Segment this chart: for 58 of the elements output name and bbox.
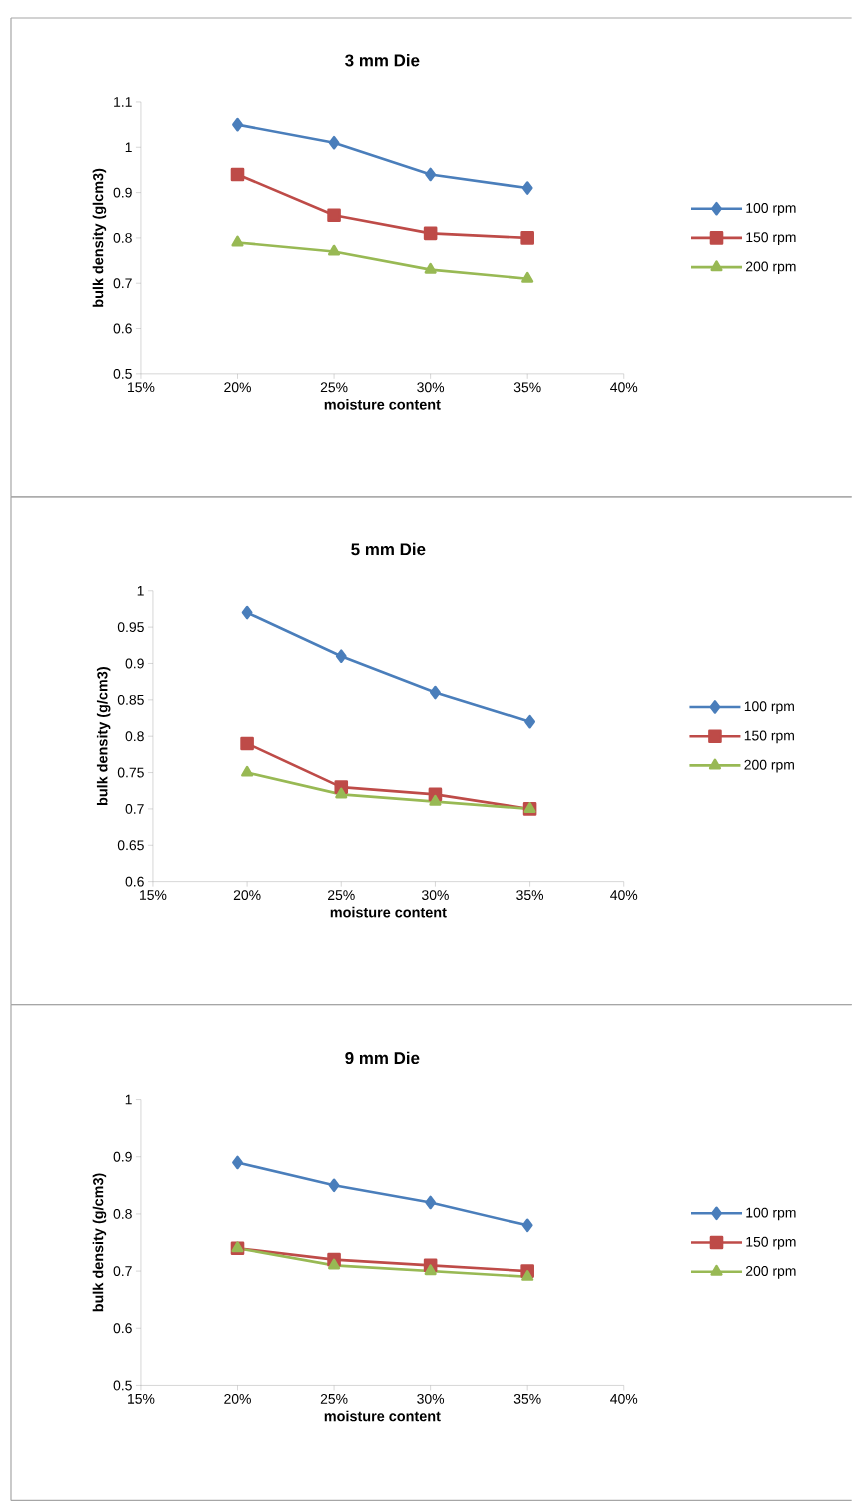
legend-label: 200 rpm	[744, 759, 794, 773]
legend-label: 150 rpm	[746, 1236, 796, 1250]
x-tick-label: 20%	[224, 1393, 251, 1404]
y-tick-label: 0.65	[117, 840, 144, 851]
y-tick-label: 0.5	[113, 1380, 132, 1391]
x-tick-label: 15%	[139, 890, 167, 900]
y-tick-label: 1	[125, 1094, 132, 1105]
x-tick-label: 25%	[320, 1393, 348, 1404]
x-tick-label: 15%	[127, 382, 155, 393]
x-tick-label: 40%	[609, 382, 638, 393]
x-tick-label: 25%	[327, 890, 355, 901]
x-axis-title: moisture content	[330, 906, 447, 918]
x-tick-label: 20%	[224, 382, 251, 393]
legend-label: 200 rpm	[745, 1266, 796, 1279]
x-tick-label: 40%	[609, 1393, 638, 1404]
y-tick-label: 1.1	[113, 97, 132, 107]
x-tick-label: 30%	[417, 382, 444, 393]
y-tick-label: 0.9	[113, 187, 132, 198]
y-tick-label: 0.9	[125, 658, 144, 669]
y-tick-label: 0.8	[125, 731, 144, 742]
legend-label: 150 rpm	[744, 730, 794, 744]
y-axis-title: bulk density (glcm3)	[92, 168, 107, 307]
legend-label: 100 rpm	[744, 701, 794, 714]
y-tick-label: 1	[137, 585, 144, 596]
x-tick-label: 30%	[417, 1393, 444, 1404]
y-tick-label: 0.7	[113, 278, 132, 289]
y-tick-label: 0.6	[113, 323, 132, 334]
x-tick-label: 20%	[233, 890, 261, 901]
y-tick-label: 0.75	[117, 767, 144, 778]
x-tick-label: 15%	[127, 1393, 155, 1404]
x-tick-label: 25%	[320, 382, 348, 393]
x-tick-label: 40%	[609, 890, 638, 901]
y-tick-label: 0.8	[113, 1208, 132, 1219]
x-tick-label: 35%	[513, 382, 541, 393]
y-tick-label: 1	[125, 142, 132, 153]
y-tick-label: 0.85	[117, 694, 144, 705]
y-axis-title: bulk density (g/cm3)	[92, 1173, 107, 1312]
y-axis-title: bulk density (g/cm3)	[96, 667, 111, 806]
y-tick-label: 0.5	[113, 368, 132, 379]
x-tick-label: 30%	[421, 890, 449, 901]
y-tick-label: 0.7	[125, 803, 144, 814]
legend-label: 200 rpm	[745, 261, 796, 275]
y-tick-label: 0.95	[117, 622, 144, 633]
legend-label: 150 rpm	[746, 232, 796, 245]
y-tick-label: 0.8	[113, 232, 132, 243]
x-axis-title: moisture content	[324, 1410, 441, 1422]
x-tick-label: 35%	[516, 890, 543, 901]
chart-title: 5 mm Die	[351, 542, 426, 556]
x-tick-label: 35%	[513, 1393, 541, 1404]
x-axis-title: moisture content	[324, 399, 441, 410]
legend-label: 100 rpm	[746, 1207, 796, 1221]
chart-title: 3 mm Die	[344, 54, 420, 67]
y-tick-label: 0.9	[113, 1151, 132, 1162]
legend-label: 100 rpm	[746, 203, 796, 216]
y-tick-label: 0.6	[125, 876, 144, 887]
y-tick-label: 0.6	[113, 1323, 132, 1334]
y-tick-label: 0.7	[113, 1266, 132, 1277]
chart-title: 9 mm Die	[345, 1051, 420, 1065]
